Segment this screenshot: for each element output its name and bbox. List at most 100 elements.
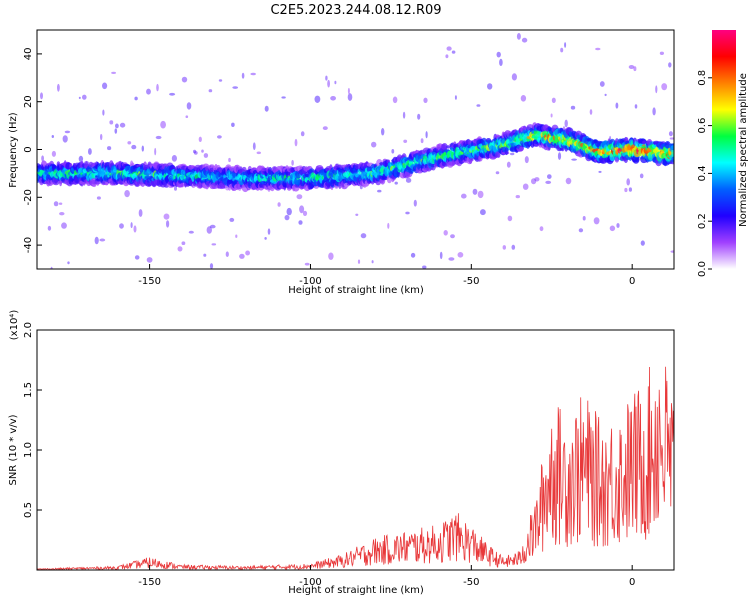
- spectrogram-x-ticks: -150 -100 -50 0: [138, 264, 635, 287]
- heatmap-cell: [394, 181, 398, 185]
- heatmap-cell: [188, 230, 194, 234]
- heatmap-cell: [171, 155, 177, 162]
- heatmap-cell: [102, 82, 108, 90]
- heatmap-cell: [99, 238, 106, 242]
- heatmap-cell: [100, 133, 103, 141]
- heatmap-cell: [560, 47, 564, 53]
- heatmap-cell: [578, 228, 584, 233]
- heatmap-cell: [670, 145, 674, 150]
- snr-y-ticks: 0.5 1.0 1.5 2.0: [23, 322, 42, 518]
- heatmap-cell: [417, 113, 421, 120]
- heatmap-cell: [450, 234, 455, 239]
- y-tick-label: 1.0: [23, 442, 34, 458]
- heatmap-cell: [111, 71, 116, 74]
- heatmap-cell: [198, 136, 202, 142]
- heatmap-cell: [232, 86, 238, 89]
- heatmap-cell: [624, 187, 628, 193]
- heatmap-cell: [524, 156, 529, 164]
- heatmap-cell: [377, 189, 382, 193]
- heatmap-cell: [564, 42, 567, 48]
- heatmap-cell: [661, 83, 668, 91]
- x-tick-label: -100: [299, 276, 322, 287]
- heatmap-cell: [299, 205, 305, 214]
- heatmap-cell: [402, 111, 406, 119]
- x-tick-label: -50: [463, 577, 479, 588]
- x-tick-label: 0: [629, 577, 635, 588]
- heatmap-cell: [633, 66, 637, 72]
- heatmap-cell: [405, 177, 412, 183]
- heatmap-cell: [267, 228, 271, 235]
- heatmap-cell: [515, 195, 520, 199]
- heatmap-cell: [203, 253, 207, 257]
- heatmap-cell: [174, 186, 177, 191]
- heatmap-cell: [131, 144, 137, 150]
- heatmap-cell: [156, 83, 159, 92]
- heatmap-cell: [57, 83, 60, 92]
- spectrogram-heatmap: [37, 33, 674, 279]
- spectrogram-y-ticks: -40 -20 0 20 40: [23, 48, 42, 253]
- heatmap-cell: [477, 190, 484, 199]
- heatmap-cell: [304, 262, 310, 266]
- heatmap-cell: [211, 243, 217, 246]
- colorbar-tick-label: 0.0: [697, 261, 708, 277]
- heatmap-cell: [163, 213, 170, 220]
- heatmap-cell: [102, 109, 105, 116]
- heatmap-cell: [570, 105, 576, 110]
- heatmap-cell: [94, 236, 99, 245]
- heatmap-cell: [628, 187, 633, 192]
- heatmap-cell: [235, 234, 238, 238]
- heatmap-cell: [330, 96, 336, 101]
- heatmap-cell: [180, 182, 184, 188]
- heatmap-cell: [294, 138, 298, 147]
- heatmap-cell: [40, 92, 43, 100]
- heatmap-cell: [439, 251, 443, 260]
- y-tick-label: 0: [23, 146, 34, 152]
- heatmap-cell: [557, 152, 562, 160]
- heatmap-cell: [51, 150, 57, 157]
- heatmap-cell: [241, 72, 245, 79]
- heatmap-cell: [391, 149, 395, 154]
- heatmap-cell: [59, 179, 63, 187]
- heatmap-cell: [208, 89, 213, 93]
- heatmap-cell: [510, 152, 515, 156]
- heatmap-cell: [659, 51, 665, 55]
- heatmap-cell: [50, 266, 53, 269]
- heatmap-cell: [495, 171, 500, 175]
- heatmap-cell: [114, 128, 118, 134]
- heatmap-cell: [291, 159, 294, 166]
- heatmap-cell: [281, 96, 286, 99]
- heatmap-cell: [599, 81, 605, 87]
- heatmap-cell: [360, 233, 367, 239]
- heatmap-cell: [551, 97, 556, 104]
- heatmap-cell: [160, 120, 167, 129]
- heatmap-cell: [74, 272, 77, 279]
- heatmap-cell: [96, 196, 101, 200]
- heatmap-cell: [446, 145, 450, 149]
- heatmap-cell: [228, 157, 231, 163]
- colorbar-label: Normalized spectral amplitude: [738, 73, 749, 227]
- heatmap-cell: [186, 102, 192, 110]
- heatmap-cell: [628, 65, 635, 69]
- heatmap-cell: [322, 126, 328, 130]
- heatmap-cell: [277, 202, 281, 207]
- heatmap-cell: [201, 149, 204, 153]
- heatmap-cell: [539, 226, 544, 232]
- heatmap-cell: [205, 271, 209, 274]
- heatmap-cell: [96, 276, 101, 278]
- heatmap-cell: [410, 252, 416, 258]
- heatmap-cell: [58, 202, 63, 205]
- y-tick-label: 1.5: [23, 382, 34, 398]
- heatmap-cell: [451, 50, 456, 54]
- heatmap-cell: [604, 93, 607, 97]
- x-tick-label: -150: [138, 577, 161, 588]
- heatmap-cell: [334, 80, 337, 85]
- heatmap-cell: [130, 222, 133, 229]
- heatmap-cell: [522, 183, 529, 190]
- heatmap-cell: [59, 212, 65, 216]
- heatmap-cell: [565, 177, 572, 185]
- y-tick-label: 0.5: [23, 502, 34, 518]
- heatmap-cell: [448, 257, 455, 261]
- heatmap-cell: [64, 130, 71, 134]
- heatmap-cell: [325, 75, 328, 81]
